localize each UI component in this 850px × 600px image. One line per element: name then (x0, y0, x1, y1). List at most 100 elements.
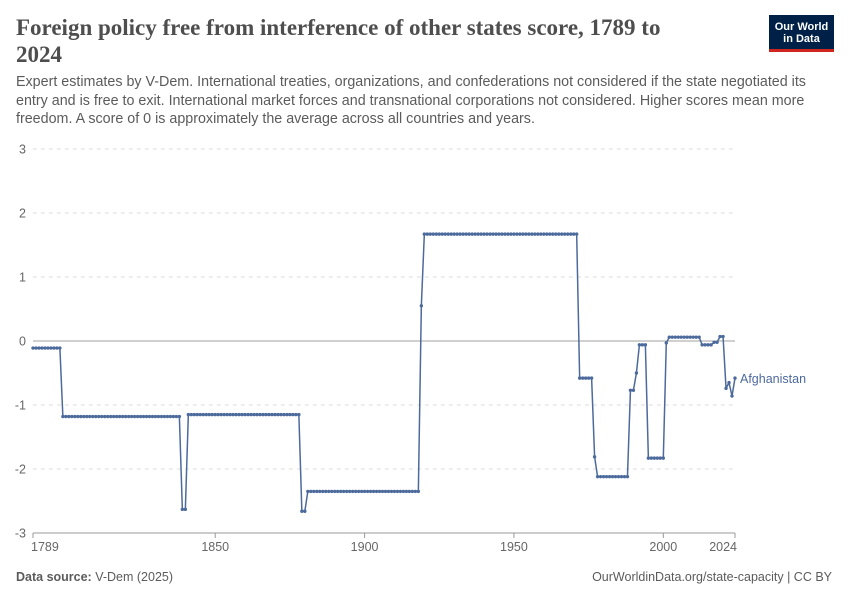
data-point (192, 412, 197, 417)
data-point (506, 232, 510, 236)
data-point (625, 474, 630, 479)
data-point (691, 335, 695, 339)
series-line (33, 233, 736, 512)
data-point (542, 232, 546, 236)
data-point (201, 412, 205, 417)
data-point (458, 232, 462, 236)
data-point (111, 414, 116, 419)
data-point (300, 509, 304, 513)
data-point (43, 346, 47, 350)
data-point (324, 489, 328, 494)
data-point (141, 414, 146, 419)
data-point (359, 489, 364, 494)
data-point (52, 346, 56, 350)
data-point (527, 232, 531, 236)
data-point (153, 414, 158, 419)
data-point (586, 376, 591, 380)
x-tick-label: 2024 (709, 540, 737, 554)
data-point (604, 474, 609, 479)
data-point (413, 489, 418, 494)
data-point (219, 412, 223, 417)
data-point (70, 414, 74, 419)
data-point (607, 474, 612, 479)
y-tick-label: 2 (19, 207, 26, 221)
data-point (643, 343, 648, 347)
data-point (49, 346, 53, 350)
logo-line-2: in Data (783, 33, 820, 45)
data-point (655, 456, 660, 460)
data-point (150, 414, 155, 419)
data-point (341, 489, 346, 494)
data-point (318, 489, 322, 494)
data-point (718, 334, 722, 339)
data-point (619, 474, 624, 479)
data-point (91, 414, 95, 419)
data-point (333, 489, 337, 494)
y-tick-label: -2 (15, 463, 26, 477)
data-point (183, 507, 188, 512)
data-point (365, 489, 370, 494)
data-point (425, 232, 430, 236)
data-point (195, 412, 199, 417)
data-point (398, 489, 403, 494)
data-point (652, 456, 657, 460)
data-point (306, 489, 310, 494)
data-point (303, 509, 307, 513)
y-tick-label: 1 (19, 271, 26, 285)
y-tick-label: 0 (19, 335, 26, 349)
data-source-value[interactable]: V-Dem (2025) (95, 570, 174, 584)
data-point (395, 489, 400, 494)
data-point (282, 412, 286, 417)
source-url[interactable]: OurWorldinData.org/state-capacity | CC B… (592, 570, 832, 584)
data-point (554, 232, 558, 236)
data-point (595, 474, 600, 479)
data-point (557, 232, 561, 236)
data-point (616, 474, 621, 479)
data-point (234, 412, 238, 417)
data-point (258, 412, 262, 417)
data-point (560, 232, 564, 236)
data-point (628, 388, 633, 392)
data-point (270, 412, 274, 417)
data-point (31, 346, 35, 350)
data-point (452, 232, 456, 236)
owid-logo[interactable]: Our World in Data (769, 15, 834, 52)
data-point (631, 388, 636, 392)
data-point (467, 232, 471, 236)
data-point (144, 414, 149, 419)
y-tick-label: -3 (15, 527, 26, 541)
data-point (700, 343, 704, 347)
data-point (712, 340, 716, 344)
data-point (126, 414, 131, 419)
data-point (243, 412, 247, 417)
data-point (610, 474, 615, 479)
data-point (521, 232, 525, 236)
data-point (350, 489, 355, 494)
data-point (138, 414, 143, 419)
data-point (79, 414, 83, 419)
data-point (371, 489, 376, 494)
data-point (679, 335, 683, 339)
data-point (330, 489, 334, 494)
data-point (428, 232, 432, 236)
data-point (548, 232, 552, 236)
data-point (198, 412, 202, 417)
data-point (676, 335, 680, 339)
data-point (309, 489, 313, 494)
data-point (156, 414, 161, 419)
data-point (264, 412, 268, 417)
y-grid: 3 2 1 0 -1 -2 -3 (15, 143, 735, 541)
data-point (356, 489, 361, 494)
data-point (598, 474, 603, 479)
data-point (279, 412, 283, 417)
data-point (494, 232, 498, 236)
data-point (285, 412, 289, 417)
data-point (61, 414, 65, 419)
logo-line-1: Our World (774, 21, 829, 33)
data-point (449, 232, 453, 236)
data-source: Data source: V-Dem (2025) (16, 570, 173, 584)
data-point (240, 412, 244, 417)
data-point (416, 489, 421, 494)
data-point (88, 414, 92, 419)
data-point (347, 489, 352, 494)
